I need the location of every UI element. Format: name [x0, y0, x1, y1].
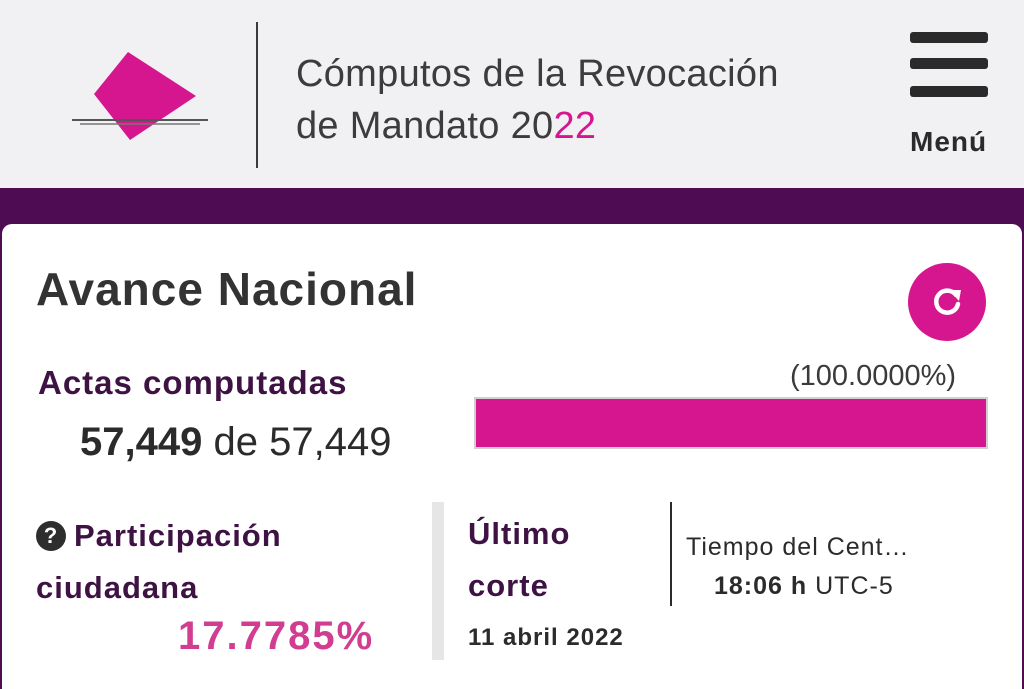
participacion-label-line-2: ciudadana [36, 570, 199, 605]
title-year-accent: 22 [553, 105, 597, 147]
header-divider [256, 22, 258, 168]
participacion-value: 17.7785% [178, 614, 375, 658]
participacion-label-text-1: Participación [74, 518, 282, 553]
time: 18:06 h [714, 572, 808, 600]
timezone: UTC-5 [815, 572, 894, 600]
header: Cómputos de la Revocación de Mandato 202… [0, 0, 1024, 188]
participacion-label-line-1: ? Participación [36, 510, 282, 562]
tiempo-value: 18:06 h UTC-5 [714, 572, 894, 601]
column-divider [432, 502, 444, 660]
ultimo-corte-label-line-1: Último [468, 516, 571, 551]
actas-count: 57,449 de 57,449 [80, 420, 391, 465]
actas-computed: 57,449 [80, 420, 203, 464]
progress-fill [476, 399, 986, 447]
title-line-1: Cómputos de la Revocación [296, 53, 779, 95]
title-line-2: de Mandato 2022 [296, 100, 779, 152]
page-title: Cómputos de la Revocación de Mandato 202… [296, 48, 779, 152]
actas-total: 57,449 [269, 420, 392, 464]
actas-label: Actas computadas [38, 364, 348, 401]
hamburger-menu-icon [910, 30, 988, 102]
ballot-box-logo-icon [72, 52, 208, 140]
question-circle-icon[interactable]: ? [36, 521, 66, 551]
time-divider [670, 502, 672, 606]
ultimo-corte-label: Último corte [468, 508, 570, 612]
tiempo-label: Tiempo del Cent… [686, 533, 910, 561]
progress-bar [474, 397, 988, 449]
participacion-label: ? Participación ciudadana [36, 510, 282, 614]
ultimo-corte-label-line-2: corte [468, 568, 549, 603]
refresh-button[interactable] [908, 263, 986, 341]
ultimo-corte-date: 11 abril 2022 [468, 624, 624, 651]
progress-percent: (100.0000%) [790, 360, 957, 392]
menu-label: Menú [910, 126, 988, 157]
avance-card [2, 224, 1022, 689]
refresh-icon [934, 288, 961, 315]
card-title: Avance Nacional [36, 263, 418, 315]
title-line-2-prefix: de Mandato 20 [296, 105, 554, 147]
menu-button[interactable]: Menú [902, 30, 1002, 160]
actas-connector: de [213, 420, 258, 464]
